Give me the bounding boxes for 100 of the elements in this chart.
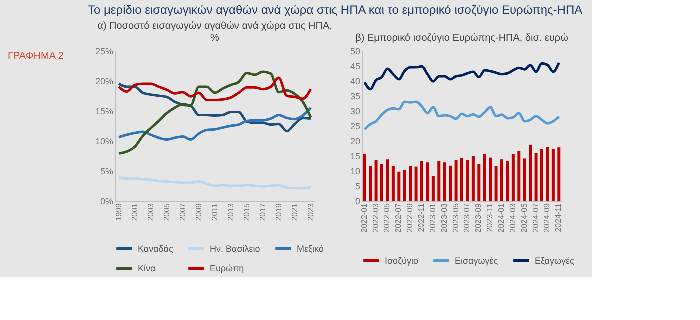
bar (494, 166, 498, 201)
y-tick-label: 40 (350, 76, 360, 86)
x-tick-label: 2022-01 (360, 202, 369, 233)
bar (414, 166, 418, 201)
bar (506, 161, 510, 201)
bar (546, 147, 550, 201)
line-series (364, 62, 560, 91)
y-tick-label: 10 (350, 166, 360, 176)
x-tick-label: 2024-09 (542, 202, 552, 233)
text: ΓΡΑΦΗΜΑ 2 (8, 51, 64, 62)
x-tick-label: 2023-05 (451, 202, 460, 233)
x-tick-label: 2023-01 (428, 202, 438, 233)
bar (558, 148, 561, 201)
line-series (118, 82, 312, 133)
y-tick-label: 35 (350, 92, 360, 102)
bar (472, 156, 475, 201)
bar (518, 152, 521, 201)
chart-title: α) Ποσοστό εισαγωγών αγαθών ανά χώρα στις ΗΠΑ, % (98, 21, 332, 44)
line-series (118, 176, 312, 190)
bar (540, 149, 544, 201)
bar (523, 158, 526, 201)
bar (512, 154, 515, 201)
bar (426, 162, 430, 201)
bar (380, 164, 384, 201)
bar (534, 153, 538, 201)
legend-label: Εισαγωγές (455, 256, 499, 266)
y-tick-label: 50 (350, 46, 360, 56)
bar (478, 164, 481, 201)
legend-label: Κίνα (138, 264, 156, 274)
y-tick-label: 0 (355, 196, 360, 206)
x-tick-label: 2003 (146, 202, 156, 222)
line-series (118, 106, 312, 142)
bar (483, 154, 486, 201)
legend-label: Εξαγωγές (535, 256, 576, 266)
bar (443, 162, 446, 201)
legend-label: Μεξικό (297, 244, 324, 254)
y-tick-label: 20% (95, 76, 114, 86)
bar (386, 160, 390, 201)
line-series (118, 70, 312, 155)
y-tick-label: 25 (350, 122, 360, 132)
bar (409, 166, 412, 201)
bar (369, 166, 372, 201)
y-tick-label: 10% (95, 136, 114, 146)
x-tick-label: 2022-07 (394, 202, 404, 233)
legend-label: Ισοζύγιο (385, 256, 418, 266)
x-tick-label: 2017 (258, 202, 268, 222)
bar (363, 154, 366, 201)
y-tick-label: 30 (350, 106, 360, 116)
y-tick-label: 15 (350, 152, 360, 162)
bar (552, 149, 555, 201)
bar (529, 144, 532, 201)
x-tick-label: 2024-07 (531, 202, 540, 233)
x-tick-label: 2011 (210, 202, 220, 221)
legend-label: Ην. Βασίλειο (210, 244, 260, 254)
x-tick-label: 2022-11 (417, 202, 426, 232)
x-tick-label: 2021 (290, 202, 300, 222)
bar (374, 160, 378, 201)
chart-title: β) Εμπορικό ισοζύγιο Ευρώπης-ΗΠΑ, δισ. ευρώ (356, 33, 569, 44)
y-tick-label: 45 (350, 62, 360, 72)
y-tick-label: 5 (355, 182, 360, 192)
x-tick-label: 2001 (130, 202, 140, 222)
x-tick-label: 2005 (162, 202, 172, 222)
x-tick-label: 2022-03 (371, 202, 380, 233)
x-tick-label: 2022-09 (406, 202, 415, 233)
legend-label: Καναδάς (138, 244, 174, 254)
y-tick-label: 20 (350, 136, 360, 146)
x-tick-label: 2023-07 (462, 202, 472, 233)
x-tick-label: 2024-11 (554, 202, 564, 232)
bar (438, 161, 441, 201)
x-tick-label: 2023 (306, 202, 316, 222)
x-tick-label: 2015 (242, 202, 252, 222)
x-tick-label: 2013 (226, 202, 236, 222)
y-tick-label: 5% (100, 166, 114, 176)
x-tick-label: 2022-05 (382, 202, 392, 233)
bar (460, 158, 464, 201)
y-tick-label: 15% (95, 106, 114, 116)
legend-label: Ευρώπη (210, 264, 244, 274)
x-tick-label: 2024-01 (497, 202, 506, 233)
x-tick-label: 2023-09 (474, 202, 484, 233)
bar (454, 160, 458, 201)
bar (449, 166, 452, 201)
line-series (118, 76, 312, 102)
text: Το μερίδιο εισαγωγικών αγαθών ανά χώρα στις ΗΠΑ και το εμπορικό ισοζύγιο Ευρώπης-ΗΠΑ (88, 3, 583, 17)
x-tick-label: 1999 (114, 202, 124, 222)
y-tick-label: 0% (100, 196, 114, 206)
bar (500, 160, 504, 201)
x-tick-label: 2023-11 (486, 202, 495, 232)
x-tick-label: 2024-05 (520, 202, 529, 233)
x-tick-label: 2024-03 (508, 202, 518, 233)
bar (466, 160, 470, 201)
bar (432, 176, 435, 201)
bar (489, 158, 492, 201)
bar (420, 161, 424, 201)
bar (403, 170, 406, 201)
y-tick-label: 25% (95, 46, 114, 56)
x-tick-label: 2023-03 (440, 202, 449, 233)
bar (398, 172, 401, 201)
bar (392, 166, 395, 201)
x-tick-label: 2007 (178, 202, 188, 222)
x-tick-label: 2019 (274, 202, 284, 222)
